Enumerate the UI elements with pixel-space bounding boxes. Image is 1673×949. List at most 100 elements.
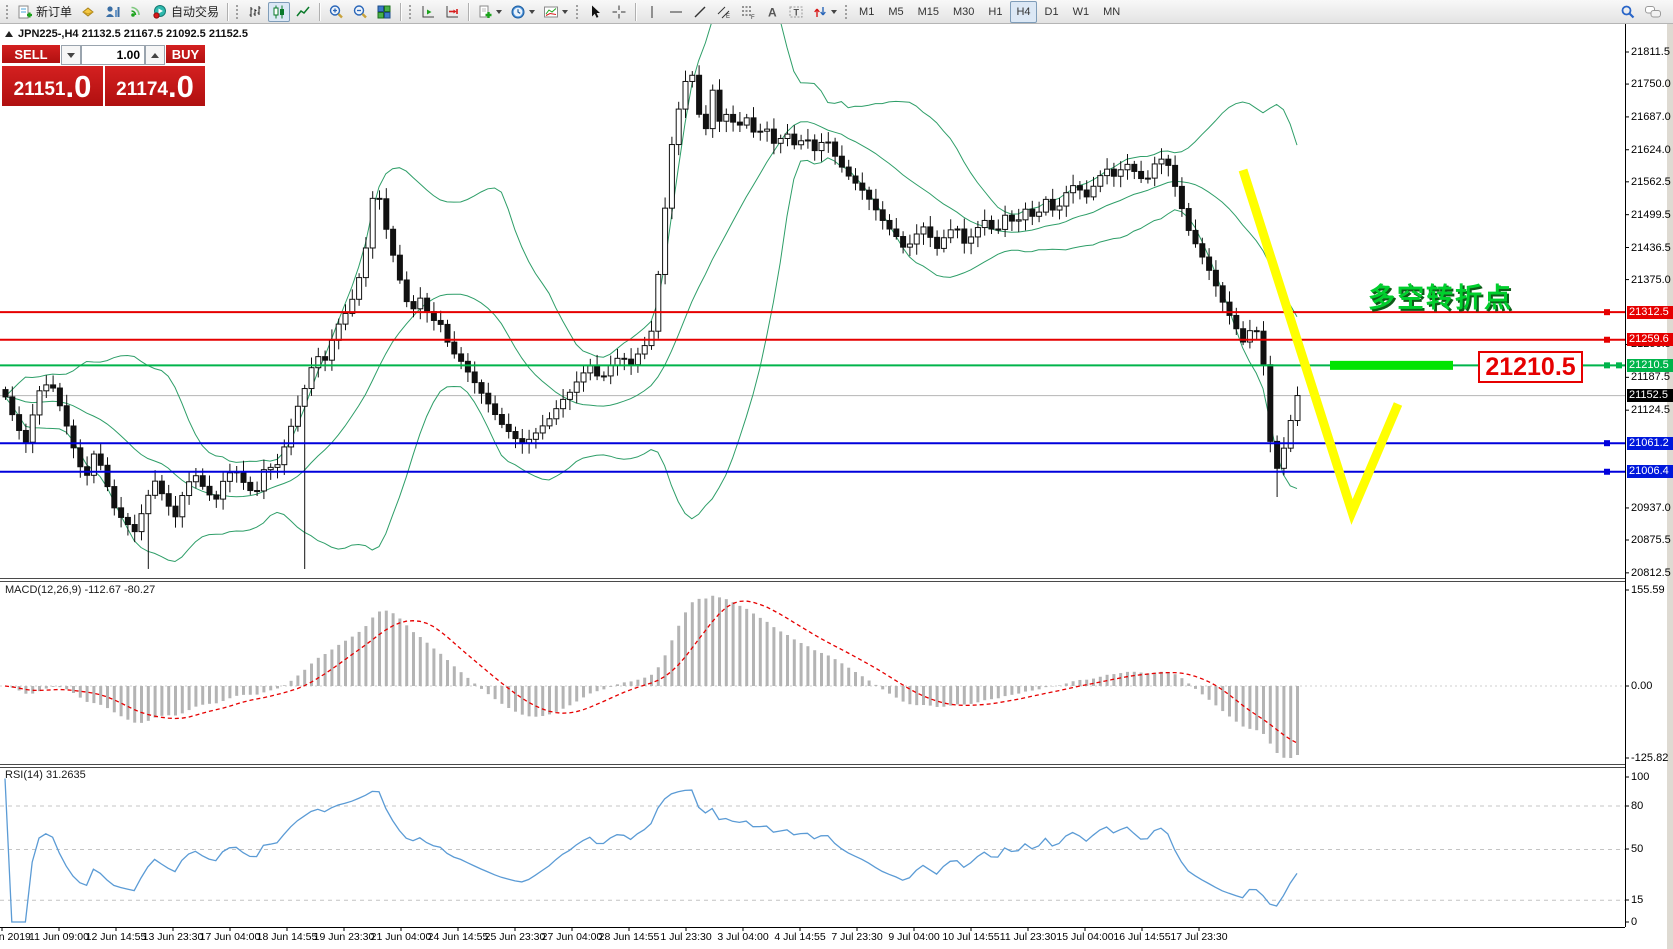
- signal-icon: [131, 6, 140, 17]
- candle-chart-button[interactable]: [268, 1, 291, 22]
- arrows-button[interactable]: [809, 2, 840, 22]
- text-label-button[interactable]: T: [785, 2, 807, 22]
- candles: [2, 65, 1301, 569]
- turning-point-annotation[interactable]: 多空转折点: [1368, 283, 1513, 313]
- macd-histogram: [10, 595, 1299, 758]
- search-icon: [1621, 5, 1635, 18]
- toolbar-grip: [235, 3, 241, 20]
- new-order-button[interactable]: 新订单: [14, 2, 75, 22]
- tile-windows-icon: [377, 5, 391, 18]
- channel-button[interactable]: E: [713, 2, 735, 22]
- time-axis-label: 4 Jul 14:55: [774, 931, 826, 943]
- chart-shift-button[interactable]: [417, 2, 439, 22]
- chat-button[interactable]: [1641, 2, 1665, 22]
- chat-icon: [1645, 5, 1661, 17]
- timeframe-w1[interactable]: W1: [1072, 5, 1090, 18]
- periods-button[interactable]: [507, 2, 538, 22]
- crosshair-icon: [612, 5, 626, 18]
- price-tick-label: 21811.5: [1631, 46, 1670, 58]
- price-tick-label: 21499.5: [1631, 208, 1671, 221]
- resistance-line-2[interactable]: [0, 336, 1625, 343]
- chevron-down-icon: [529, 9, 536, 14]
- symbol-info: JPN225-,H4 21132.5 21167.5 21092.5 21152…: [5, 28, 248, 40]
- svg-text:T: T: [794, 7, 800, 17]
- pivot-price-label[interactable]: 21210.5: [1478, 351, 1583, 383]
- support-line-1[interactable]: [0, 440, 1625, 447]
- text-button[interactable]: A: [761, 2, 783, 22]
- time-axis-label: 24 Jun 14:55: [427, 931, 489, 943]
- chevron-down-icon: [496, 9, 503, 14]
- volume-increase-button[interactable]: [145, 45, 165, 65]
- horizontal-line-button[interactable]: [665, 2, 687, 22]
- sell-price-panel[interactable]: 21151 .0: [2, 66, 103, 106]
- time-axis-label: 25 Jun 23:30: [484, 931, 546, 943]
- auto-scroll-button[interactable]: [441, 2, 463, 22]
- sell-button[interactable]: SELL: [2, 45, 60, 65]
- window-edge-strip: [1667, 24, 1673, 949]
- toolbar-grip: [575, 3, 581, 20]
- macd-indicator-label: MACD(12,26,9) -112.67 -80.27: [5, 584, 156, 596]
- zoom-out-button[interactable]: [349, 2, 371, 22]
- support-price-badge-1: 21061.2: [1627, 436, 1673, 450]
- volume-decrease-button[interactable]: [61, 45, 81, 65]
- vertical-line-button[interactable]: [641, 2, 663, 22]
- volume-input[interactable]: [81, 45, 145, 65]
- timeframe-m15[interactable]: M15: [917, 5, 939, 18]
- price-tick-label: 21562.5: [1631, 175, 1671, 188]
- line-chart-button[interactable]: [292, 2, 314, 22]
- timeframe-m1[interactable]: M1: [859, 5, 875, 18]
- signal-button[interactable]: [125, 2, 147, 22]
- timeframe-m30[interactable]: M30: [953, 5, 975, 18]
- price-tick-label: 21436.5: [1631, 241, 1671, 254]
- price-tick-label: 21124.5: [1631, 404, 1670, 417]
- vertical-line-icon: [651, 5, 653, 18]
- pivot-highlight-segment[interactable]: [1330, 360, 1453, 370]
- auto-trading-button[interactable]: 自动交易: [149, 2, 222, 22]
- search-button[interactable]: [1617, 2, 1639, 22]
- support-line-2[interactable]: [0, 468, 1625, 475]
- rsi-line: [4, 778, 1298, 923]
- indicators-icon: [544, 6, 559, 17]
- indicators-button[interactable]: [540, 2, 571, 22]
- clock-icon: [511, 5, 525, 18]
- trendline-button[interactable]: [689, 2, 711, 22]
- timeframe-h4[interactable]: H4: [1010, 0, 1037, 23]
- zoom-in-icon: [329, 4, 343, 18]
- time-axis-label: 27 Jun 04:00: [541, 931, 603, 943]
- timeframe-mn[interactable]: MN: [1103, 5, 1121, 18]
- rsi-tick-label: 15: [1631, 894, 1644, 906]
- trend-v-line[interactable]: [1238, 168, 1403, 525]
- rsi-tick-label: 50: [1631, 843, 1644, 855]
- resistance-price-badge-1: 21312.5: [1627, 305, 1673, 319]
- svg-text:A: A: [768, 5, 777, 19]
- resistance-price-badge-2: 21259.6: [1627, 333, 1673, 347]
- macd-tick-label: 0.00: [1631, 680, 1653, 692]
- macd-tick-label: 155.59: [1631, 584, 1665, 596]
- chevron-down-icon: [831, 9, 838, 14]
- timeframe-m5[interactable]: M5: [888, 5, 904, 18]
- buy-price-panel[interactable]: 21174 .0: [105, 66, 205, 106]
- timeframe-h1[interactable]: H1: [988, 5, 1003, 18]
- trendline-icon: [694, 6, 706, 17]
- profile-button[interactable]: [101, 2, 123, 22]
- price-tick-label: 20937.0: [1631, 501, 1671, 514]
- new-chart-button[interactable]: [474, 2, 505, 22]
- chart-styles-button[interactable]: [77, 2, 99, 22]
- toolbar: 新订单 自动交易: [0, 0, 1673, 24]
- crosshair-button[interactable]: [608, 2, 630, 22]
- fibonacci-icon: F: [742, 6, 755, 20]
- timeframe-d1[interactable]: D1: [1044, 5, 1059, 18]
- time-axis-label: 1 Jul 23:30: [660, 931, 712, 943]
- bar-chart-button[interactable]: [244, 2, 266, 22]
- resistance-line-1[interactable]: [0, 309, 1625, 316]
- time-axis-label: 17 Jun 04:00: [199, 931, 261, 943]
- zoom-in-button[interactable]: [325, 2, 347, 22]
- tile-windows-button[interactable]: [373, 2, 395, 22]
- chart-shift-icon: [422, 5, 435, 17]
- buy-button[interactable]: BUY: [166, 45, 205, 65]
- fibonacci-button[interactable]: F: [737, 2, 759, 22]
- time-axis-label: 16 Jul 14:55: [1113, 931, 1171, 943]
- cursor-button[interactable]: [584, 2, 606, 22]
- price-tick-label: 21624.0: [1631, 143, 1671, 156]
